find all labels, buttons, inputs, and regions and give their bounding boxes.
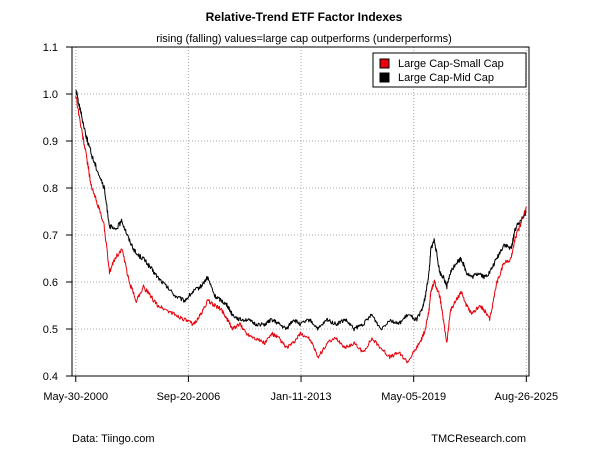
footer-site: TMCResearch.com [431,433,526,445]
x-tick-label: May-05-2019 [381,391,446,403]
y-tick-label: 0.5 [43,324,58,336]
x-tick-label: Jan-11-2013 [271,391,332,403]
x-tick-label: Sep-20-2006 [157,391,221,403]
y-tick-label: 1.1 [43,42,58,54]
legend: Large Cap-Small Cap Large Cap-Mid Cap [373,53,526,87]
chart-title: Relative-Trend ETF Factor Indexes [206,10,403,24]
legend-label-large-cap-mid-cap: Large Cap-Mid Cap [398,72,494,84]
x-tick-label: Aug-26-2025 [495,391,559,403]
chart-subtitle: rising (falling) values=large cap outper… [156,33,452,45]
y-tick-label: 0.8 [43,183,58,195]
y-tick-label: 0.7 [43,230,58,242]
y-tick-label: 0.4 [43,371,58,383]
y-tick-label: 0.9 [43,136,58,148]
legend-swatch-large-cap-small-cap [380,59,389,68]
legend-label-large-cap-small-cap: Large Cap-Small Cap [398,58,504,70]
x-tick-label: May-30-2000 [43,391,108,403]
chart: Relative-Trend ETF Factor Indexes rising… [0,0,600,450]
legend-swatch-large-cap-mid-cap [380,73,389,82]
y-tick-label: 1.0 [43,89,58,101]
footer-source: Data: Tiingo.com [72,433,155,445]
y-tick-label: 0.6 [43,277,58,289]
